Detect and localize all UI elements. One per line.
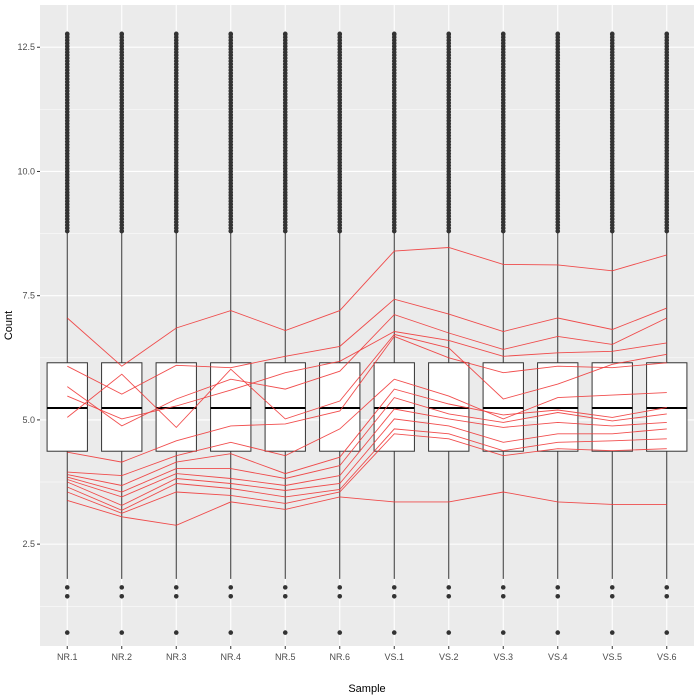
series-line: [67, 247, 667, 367]
series-line: [67, 428, 667, 511]
outlier-point: [500, 630, 506, 635]
outlier-point: [64, 594, 70, 599]
outlier-point: [446, 31, 452, 37]
y-tick-label: 2.5: [22, 539, 35, 549]
outlier-point: [555, 594, 561, 599]
outlier-point: [282, 585, 288, 590]
outlier-point: [64, 31, 70, 37]
series-line: [67, 388, 667, 486]
outlier-point: [119, 31, 125, 37]
outlier-point: [119, 630, 125, 635]
series-line: [67, 298, 667, 395]
series-line: [67, 397, 667, 493]
outlier-point: [337, 594, 343, 599]
red-lines: [67, 247, 667, 526]
x-axis: NR.1 NR.2 NR.3 NR.4 NR.5 NR.6 VS.1 VS.2 VS.3 VS.4…: [57, 646, 677, 662]
outlier-point: [555, 630, 561, 635]
outlier-point: [446, 630, 452, 635]
outlier-point: [391, 630, 397, 635]
y-tick-label: 5.0: [22, 415, 35, 425]
x-tick-label: VS.4: [548, 652, 568, 662]
outlier-point: [391, 594, 397, 599]
series-line: [67, 331, 667, 420]
outlier-point: [555, 31, 561, 37]
x-tick-label: NR.2: [111, 652, 132, 662]
x-tick-label: NR.3: [166, 652, 187, 662]
series-line: [67, 335, 667, 463]
x-tick-label: NR.5: [275, 652, 296, 662]
series-line: [67, 314, 667, 427]
outlier-point: [119, 585, 125, 590]
series-line: [67, 408, 667, 498]
outlier-point: [609, 31, 615, 37]
series-line: [67, 418, 667, 506]
x-tick-label: VS.3: [493, 652, 513, 662]
outlier-point: [119, 594, 125, 599]
x-tick-label: NR.4: [220, 652, 241, 662]
boxes: [46, 362, 688, 452]
outlier-point: [228, 585, 234, 590]
series-line: [67, 491, 667, 526]
y-axis: 2.5 5.0 7.5 10.0 12.5: [17, 42, 40, 549]
outlier-point: [664, 585, 670, 590]
outlier-point: [555, 585, 561, 590]
outlier-point: [609, 594, 615, 599]
outlier-point: [282, 630, 288, 635]
x-tick-label: NR.6: [329, 652, 350, 662]
outlier-point: [337, 585, 343, 590]
outlier-point: [64, 630, 70, 635]
series-line: [67, 433, 667, 514]
x-tick-label: NR.1: [57, 652, 78, 662]
outlier-point: [664, 31, 670, 37]
outlier-point: [664, 630, 670, 635]
outlier-points: [64, 31, 670, 635]
outlier-point: [64, 585, 70, 590]
outlier-point: [446, 585, 452, 590]
y-axis-title: Count: [3, 311, 15, 340]
outlier-point: [609, 630, 615, 635]
outlier-point: [337, 31, 343, 37]
whiskers: [66, 231, 668, 579]
outlier-point: [446, 594, 452, 599]
outlier-point: [500, 594, 506, 599]
outlier-point: [173, 594, 179, 599]
y-tick-label: 7.5: [22, 291, 35, 301]
outlier-point: [173, 585, 179, 590]
y-tick-label: 10.0: [17, 166, 35, 176]
series-line: [67, 333, 667, 429]
outlier-point: [609, 585, 615, 590]
outlier-point: [173, 630, 179, 635]
outlier-point: [228, 630, 234, 635]
x-axis-title: Sample: [348, 683, 385, 695]
outlier-point: [391, 585, 397, 590]
outlier-point: [337, 630, 343, 635]
outlier-point: [228, 31, 234, 37]
x-tick-label: VS.6: [657, 652, 677, 662]
x-tick-label: VS.2: [439, 652, 459, 662]
outlier-point: [228, 594, 234, 599]
outlier-point: [282, 594, 288, 599]
outlier-point: [664, 594, 670, 599]
outlier-point: [391, 31, 397, 37]
outlier-point: [282, 31, 288, 37]
series-line: [67, 378, 667, 477]
x-tick-label: VS.1: [384, 652, 404, 662]
outlier-point: [173, 31, 179, 37]
y-tick-label: 12.5: [17, 42, 35, 52]
x-tick-label: VS.5: [602, 652, 622, 662]
plot-panel: [40, 5, 694, 646]
outlier-point: [500, 585, 506, 590]
outlier-point: [500, 31, 506, 37]
